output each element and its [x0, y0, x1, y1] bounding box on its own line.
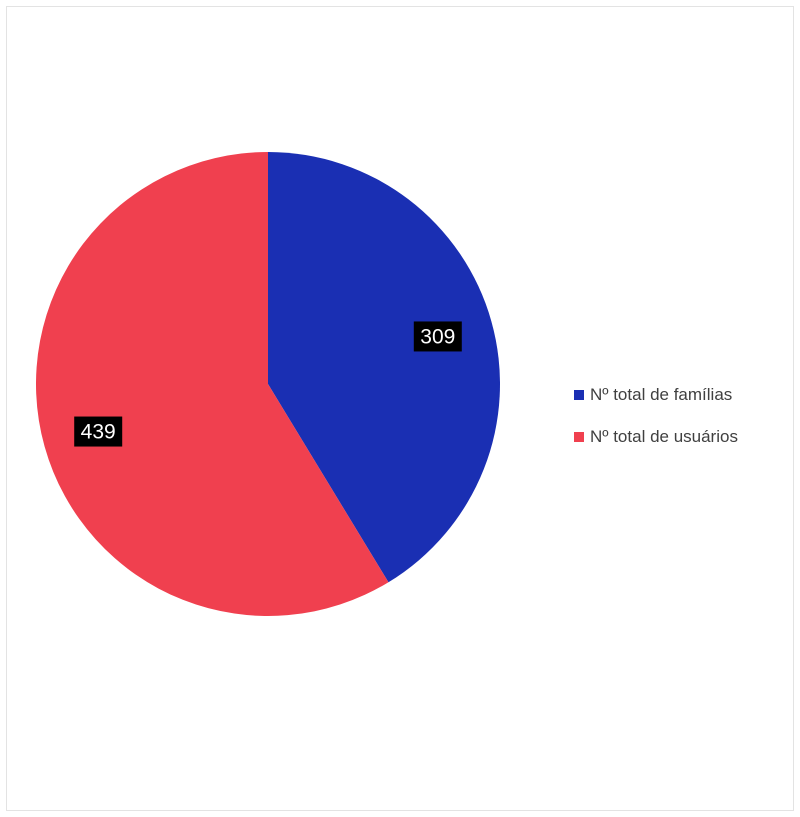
- data-label-usuarios: 439: [74, 416, 123, 447]
- legend-label-usuarios: Nº total de usuários: [590, 427, 738, 446]
- legend-label-familias: Nº total de famílias: [590, 385, 733, 404]
- pie-slice-usuarios: [35, 152, 389, 617]
- data-label-box: [74, 416, 123, 447]
- data-label-text: 439: [81, 421, 116, 444]
- legend-swatch-familias: [574, 390, 584, 400]
- legend: Nº total de famílias Nº total de usuário…: [574, 383, 738, 467]
- data-label-text: 309: [420, 325, 455, 348]
- pie-slices: [35, 152, 500, 617]
- data-label-familias: 309: [413, 321, 462, 352]
- legend-swatch-usuarios: [574, 432, 584, 442]
- legend-item-familias: Nº total de famílias: [574, 383, 738, 407]
- data-label-box: [413, 321, 462, 352]
- pie-slice-familias: [268, 152, 500, 583]
- legend-item-usuarios: Nº total de usuários: [574, 425, 738, 449]
- pie-data-labels: 309 439: [74, 321, 462, 447]
